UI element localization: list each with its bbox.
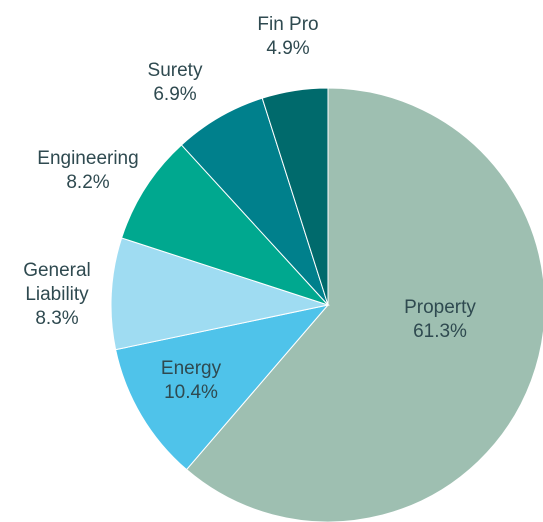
category-name: General Liability	[23, 260, 91, 305]
category-name: Energy	[160, 358, 222, 379]
value-label: 8.2%	[66, 172, 110, 193]
pie-slice	[110, 237, 330, 351]
value-label: 10.4%	[164, 382, 218, 403]
pie-slice	[115, 304, 330, 471]
category-name: Property	[404, 297, 476, 318]
slice-label: General Liability 8.3%	[7, 259, 107, 331]
category-name: Engineering	[37, 148, 139, 169]
slice-label: Property 61.3%	[340, 296, 540, 344]
pie-slice	[185, 87, 543, 522]
value-label: 61.3%	[413, 321, 467, 342]
value-label: 4.9%	[266, 38, 310, 59]
pie-slice	[261, 87, 329, 306]
category-name: Fin Pro	[257, 14, 319, 35]
slice-label: Surety 6.9%	[115, 59, 235, 107]
value-label: 6.9%	[153, 84, 197, 105]
pie-slice	[120, 144, 330, 307]
value-label: 8.3%	[35, 308, 79, 329]
slice-label: Fin Pro 4.9%	[228, 13, 348, 61]
slice-label: Engineering 8.2%	[8, 147, 168, 195]
category-name: Surety	[147, 60, 203, 81]
slice-label: Energy 10.4%	[131, 357, 251, 405]
